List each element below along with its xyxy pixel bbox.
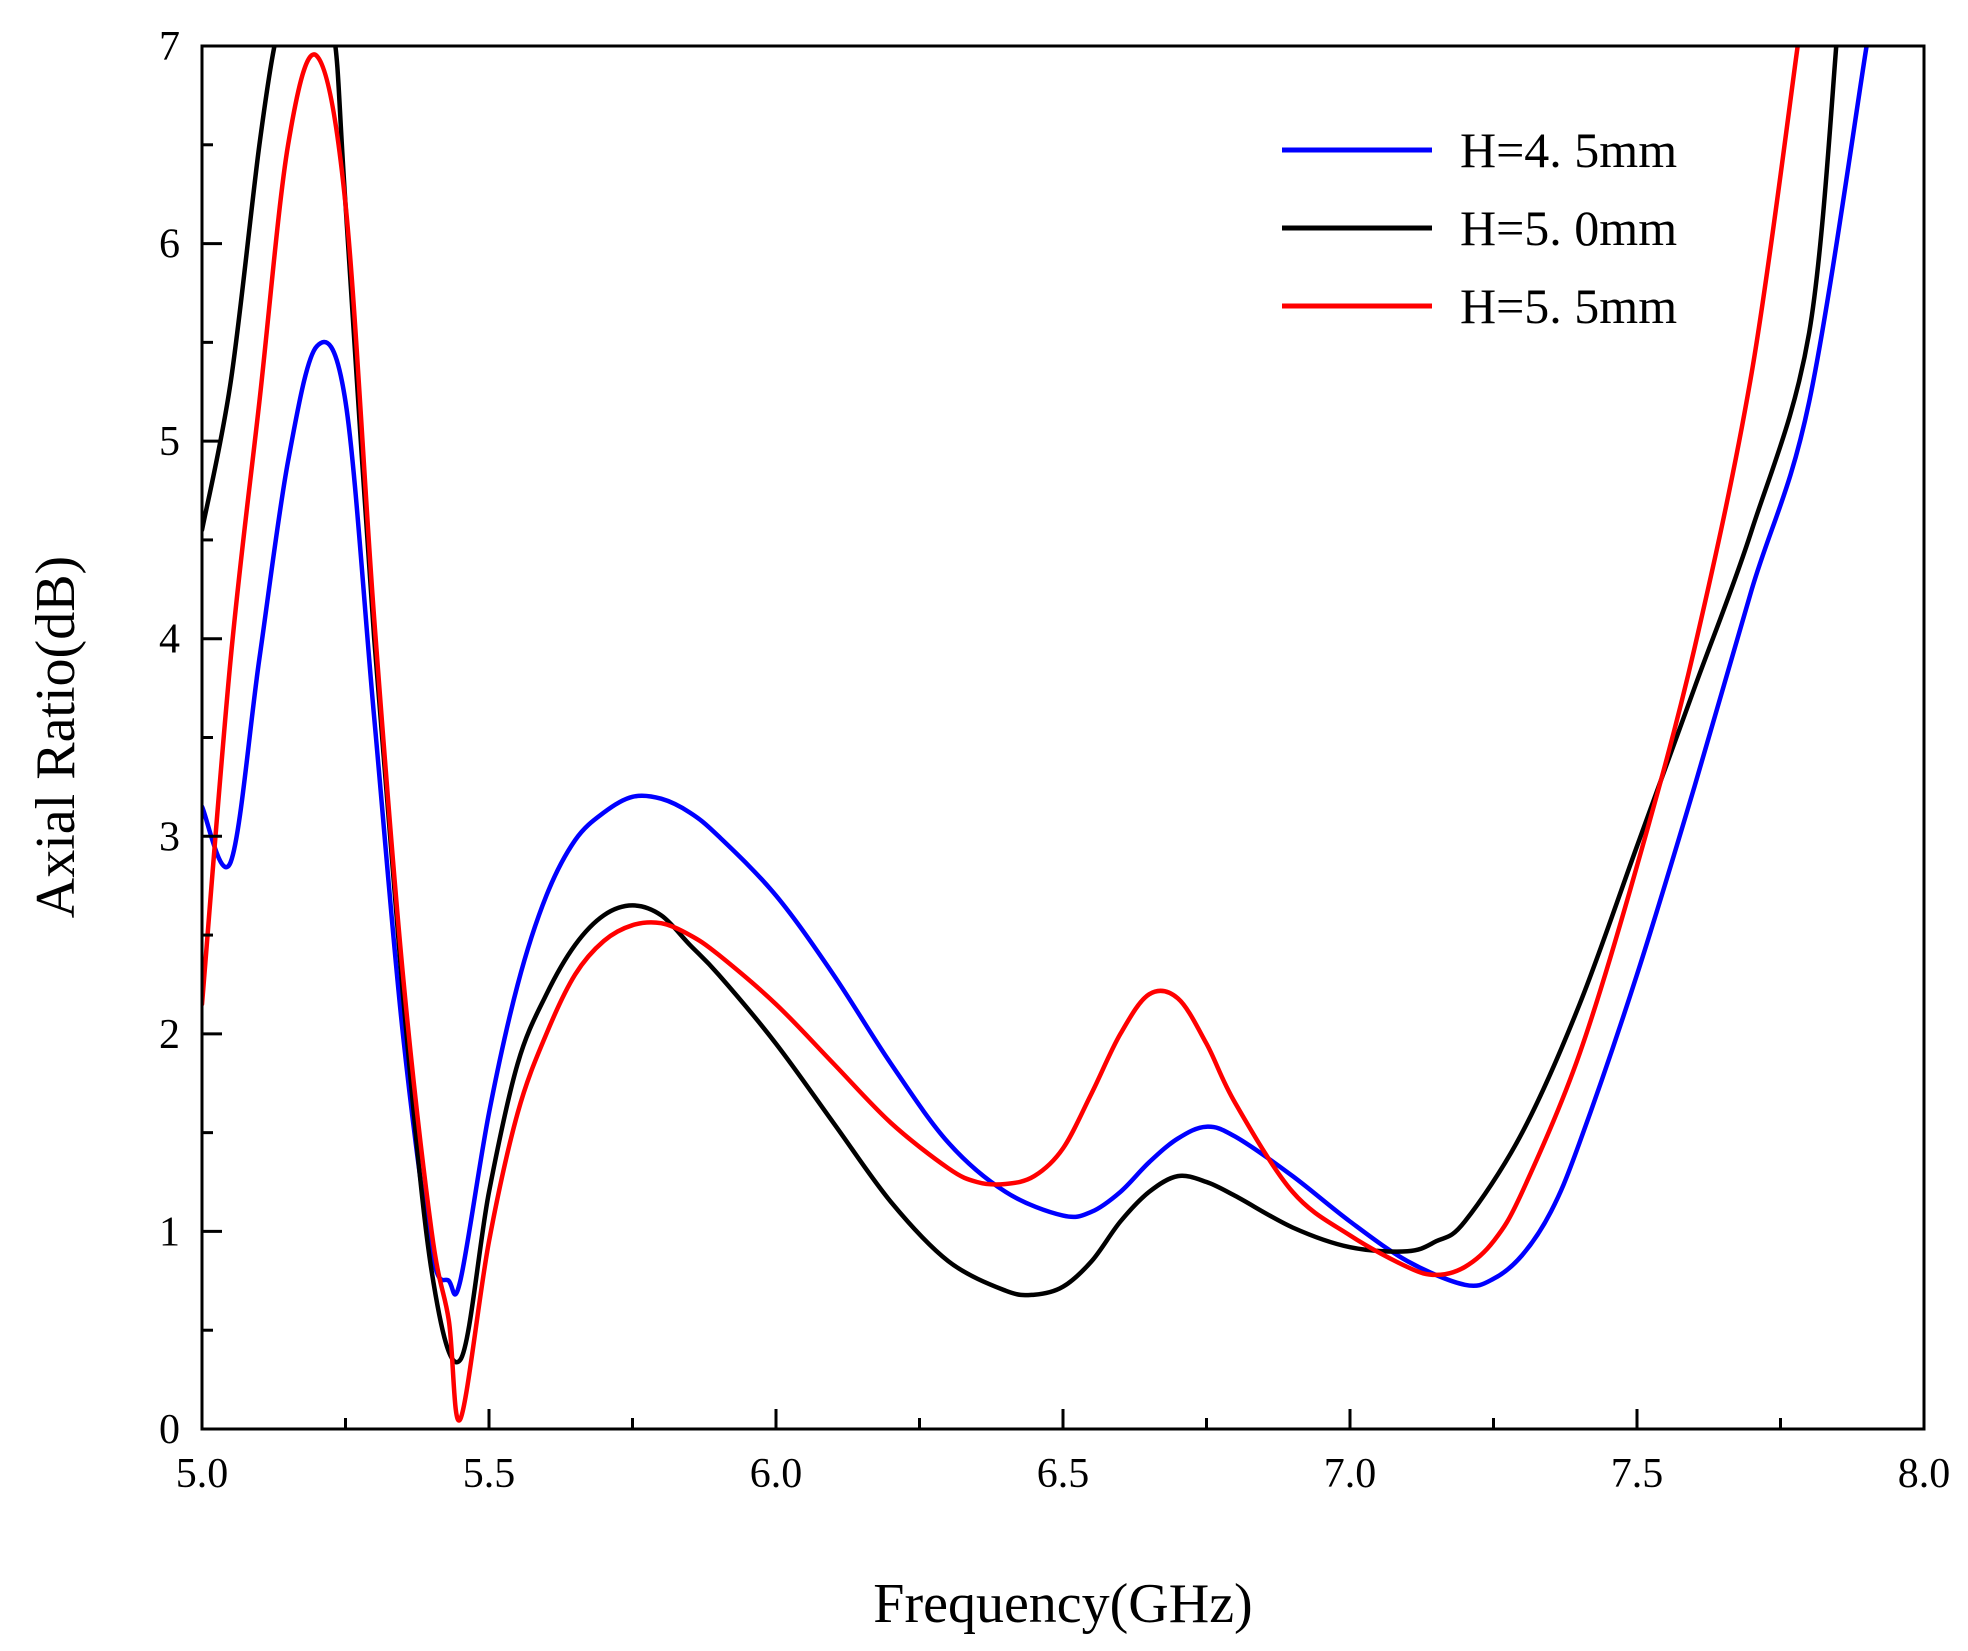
series-line-1 <box>202 46 1869 1297</box>
y-tick-label: 4 <box>159 617 180 663</box>
x-tick-label: 8.0 <box>1898 1451 1951 1497</box>
y-tick-label: 3 <box>159 814 180 860</box>
y-tick-label: 0 <box>159 1407 180 1453</box>
y-axis: 0 1 2 3 4 5 6 7 <box>159 24 222 1453</box>
x-tick-label: 5.0 <box>176 1451 229 1497</box>
legend-label-2: H=5. 0mm <box>1460 200 1677 256</box>
x-axis-title: Frequency(GHz) <box>873 1573 1252 1635</box>
y-tick-label: 5 <box>159 419 180 465</box>
y-axis-title: Axial Ratio(dB) <box>25 556 87 918</box>
series-line-3 <box>202 46 1800 1423</box>
legend-label-3: H=5. 5mm <box>1460 278 1677 334</box>
x-tick-label: 6.5 <box>1037 1451 1090 1497</box>
y-tick-label: 6 <box>159 222 180 268</box>
x-tick-label: 5.5 <box>463 1451 516 1497</box>
series-layer <box>202 46 1869 1423</box>
x-tick-label: 6.0 <box>750 1451 803 1497</box>
x-tick-label: 7.0 <box>1324 1451 1377 1497</box>
x-tick-label: 7.5 <box>1611 1451 1664 1497</box>
y-tick-label: 1 <box>159 1209 180 1255</box>
y-tick-label: 2 <box>159 1012 180 1058</box>
legend: H=4. 5mm H=5. 0mm H=5. 5mm <box>1282 122 1677 334</box>
y-tick-label: 7 <box>159 24 180 70</box>
x-axis: 5.0 5.5 6.0 6.5 7.0 7.5 8.0 <box>176 1409 1951 1497</box>
legend-label-1: H=4. 5mm <box>1460 122 1677 178</box>
